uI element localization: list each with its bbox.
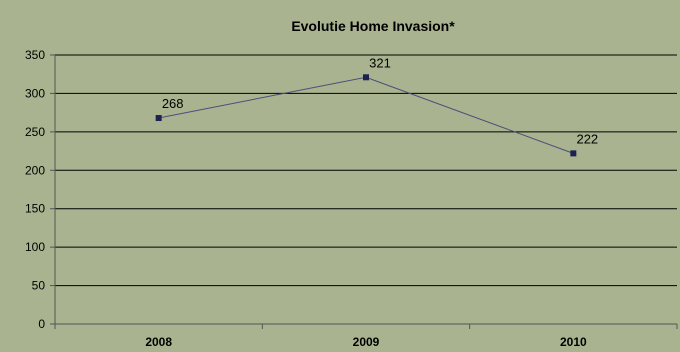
y-tick-label: 250 [25,125,45,139]
y-tick-label: 50 [32,279,46,293]
x-tick-label: 2008 [145,335,172,349]
chart-title: Evolutie Home Invasion* [291,18,455,34]
y-tick-label: 100 [25,240,45,254]
data-point-marker [363,74,369,81]
x-tick-label: 2010 [560,335,587,349]
series-line [158,76,574,154]
gridlines [55,54,677,287]
axes [54,55,677,325]
data-label: 222 [576,131,598,146]
data-label: 268 [162,96,184,111]
y-tick-label: 350 [25,48,45,62]
data-labels: 268 321 222 [162,55,598,146]
x-axis-ticks: 2008 2009 2010 [54,324,678,349]
data-label: 321 [369,55,391,70]
x-tick-label: 2009 [353,335,380,349]
y-tick-label: 300 [25,86,45,100]
y-tick-label: 0 [38,317,45,331]
series [155,74,577,157]
data-point-marker [155,115,162,122]
y-tick-label: 200 [25,163,45,177]
data-point-marker [570,150,577,157]
y-tick-label: 150 [25,202,45,216]
y-axis-ticks: 0 50 100 150 200 250 300 350 [25,48,55,331]
